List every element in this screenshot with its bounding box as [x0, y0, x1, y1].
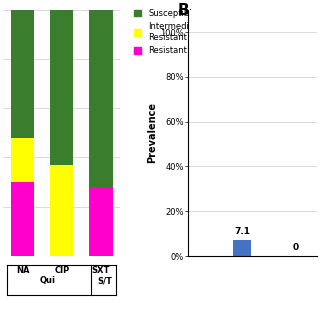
Bar	[233, 240, 251, 256]
Text: B: B	[178, 3, 189, 18]
Text: SXT: SXT	[92, 266, 110, 275]
Text: CIP: CIP	[54, 266, 69, 275]
Bar	[11, 138, 35, 182]
Legend: Susceptible, Intermediate
Resistant, Resistant: Susceptible, Intermediate Resistant, Res…	[134, 9, 203, 55]
Bar	[50, 10, 74, 165]
Text: Qui: Qui	[40, 276, 56, 285]
Bar	[89, 10, 113, 187]
Bar	[11, 182, 35, 256]
Text: NA: NA	[16, 266, 29, 275]
Text: 7.1: 7.1	[234, 227, 250, 236]
Bar	[11, 10, 35, 138]
Text: 0: 0	[293, 243, 299, 252]
Bar	[50, 165, 74, 256]
Y-axis label: Prevalence: Prevalence	[147, 102, 157, 163]
Text: S/T: S/T	[97, 276, 112, 285]
Bar	[89, 187, 113, 256]
